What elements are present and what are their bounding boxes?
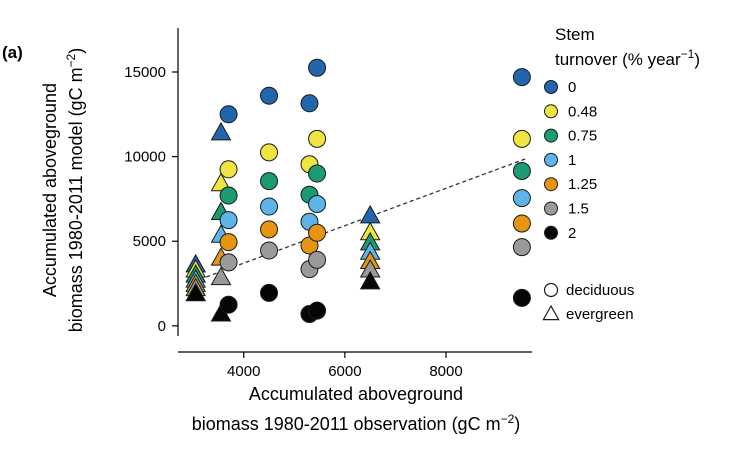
legend-label: 1.25	[568, 176, 597, 193]
legend-swatch	[544, 80, 558, 94]
deciduous-point	[260, 172, 279, 191]
legend-label: 2	[568, 225, 576, 242]
x-tick-label: 6000	[328, 363, 361, 380]
legend-marker-circle	[543, 282, 559, 298]
axes	[177, 28, 532, 353]
legend-title-line1: Stem	[555, 25, 595, 44]
legend-label: 1	[568, 152, 576, 169]
y-tick-label: 10000	[124, 149, 166, 166]
deciduous-point	[260, 241, 279, 260]
deciduous-point	[219, 160, 238, 179]
deciduous-point	[308, 129, 327, 148]
legend-marker-triangle	[542, 304, 560, 321]
deciduous-point	[512, 129, 531, 148]
trend-line	[192, 157, 528, 283]
deciduous-point	[260, 197, 279, 216]
deciduous-point	[512, 68, 531, 87]
legend-markers: deciduous evergreen	[542, 282, 634, 323]
deciduous-point	[219, 295, 238, 314]
legend-label: 0	[568, 79, 576, 96]
y-tick-label: 5000	[133, 233, 166, 250]
x-tick-label: 4000	[227, 363, 260, 380]
deciduous-point	[219, 211, 238, 230]
legend-swatch	[544, 104, 558, 119]
deciduous-point	[260, 283, 279, 302]
x-axis-title-line2: biomass 1980-2011 observation (gC m−2)	[192, 412, 521, 434]
legend-swatch	[544, 201, 558, 216]
deciduous-point	[300, 94, 319, 113]
deciduous-point	[219, 253, 238, 272]
y-axis-title: Accumulated aboveground biomass 1980-201…	[40, 48, 86, 332]
panel-label: (a)	[2, 43, 23, 62]
deciduous-point	[308, 195, 327, 213]
legend-swatch	[544, 128, 558, 143]
legend: Stem turnover (% year−1) 0 0.48 0.75 1 1.25 1…	[542, 25, 700, 323]
deciduous-point	[308, 223, 327, 242]
legend-swatch	[544, 225, 558, 240]
deciduous-point	[260, 143, 279, 162]
y-tick-label: 0	[158, 318, 166, 335]
y-tick-label: 15000	[124, 64, 166, 81]
evergreen-point	[210, 266, 232, 286]
deciduous-point	[219, 233, 238, 252]
legend-series: 0 0.48 0.75 1 1.25 1.5 2	[544, 79, 597, 242]
evergreen-point	[359, 204, 381, 224]
y-axis-title-line1: Accumulated aboveground	[40, 83, 60, 297]
deciduous-point	[512, 214, 531, 233]
x-tick-label: 8000	[429, 363, 462, 380]
x-axis-title-line1: Accumulated aboveground	[249, 384, 463, 404]
evergreen-point	[185, 282, 207, 302]
deciduous-point	[512, 162, 531, 180]
legend-label: 1.5	[568, 201, 589, 218]
data-points	[185, 58, 531, 323]
legend-marker-label: evergreen	[566, 306, 634, 323]
deciduous-point	[512, 189, 531, 208]
deciduous-point	[260, 220, 279, 239]
legend-title-line2: turnover (% year−1)	[555, 47, 700, 69]
deciduous-point	[308, 58, 327, 77]
evergreen-point	[359, 270, 381, 290]
deciduous-point	[219, 105, 238, 124]
legend-label: 0.75	[568, 128, 597, 145]
evergreen-point	[210, 121, 232, 141]
deciduous-point	[260, 86, 279, 105]
deciduous-point	[308, 164, 327, 183]
deciduous-point	[308, 250, 327, 269]
evergreen-point	[210, 172, 232, 192]
x-ticks: 4000 6000 8000	[227, 352, 463, 380]
legend-swatch	[544, 177, 558, 192]
deciduous-point	[512, 238, 531, 257]
deciduous-point	[512, 288, 531, 307]
legend-label: 0.48	[568, 103, 597, 120]
legend-swatch	[544, 152, 558, 167]
y-axis-title-line2: biomass 1980-2011 model (gC m−2)	[64, 48, 86, 332]
legend-marker-label: deciduous	[566, 282, 634, 299]
deciduous-point	[219, 186, 238, 205]
y-ticks: 0 5000 10000 15000	[124, 64, 178, 335]
deciduous-point	[308, 301, 327, 320]
